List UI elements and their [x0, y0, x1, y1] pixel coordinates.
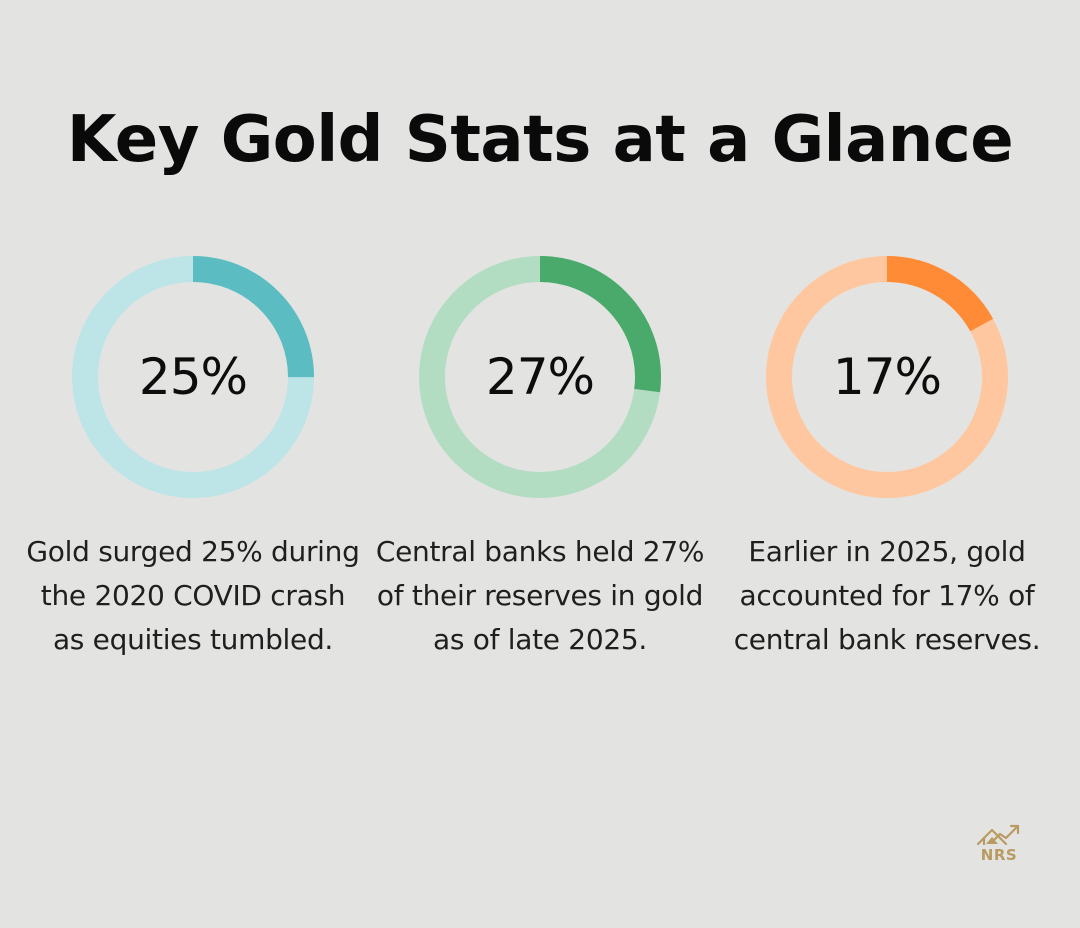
stat-value: 25% — [138, 348, 248, 406]
donut-arc — [766, 256, 1008, 498]
donut-svg-3 — [766, 256, 1008, 498]
donut-chart-2: 27% — [415, 252, 665, 502]
stat-value: 27% — [485, 348, 595, 406]
donut-chart-3: 17% — [762, 252, 1012, 502]
donut-arc — [419, 256, 661, 498]
brand-logo: NRS — [970, 822, 1028, 868]
stat-description: Earlier in 2025, gold accounted for 17% … — [733, 535, 1041, 656]
stat-card-3: 17% Earlier in 2025, gold accounted for … — [717, 252, 1057, 662]
donut-svg-1 — [72, 256, 314, 498]
donut-svg-2 — [419, 256, 661, 498]
house-chart-icon — [976, 824, 1020, 846]
logo-text: NRS — [980, 846, 1018, 864]
stat-value: 17% — [832, 348, 942, 406]
donut-chart-1: 25% — [68, 252, 318, 502]
stat-description: Central banks held 27% of their reserves… — [375, 535, 705, 656]
stat-card-1: 25% Gold surged 25% during the 2020 COVI… — [23, 252, 363, 662]
donut-arc — [72, 256, 314, 498]
page-title: Key Gold Stats at a Glance — [66, 103, 1014, 177]
stat-card-2: 27% Central banks held 27% of their rese… — [370, 252, 710, 662]
stat-description: Gold surged 25% during the 2020 COVID cr… — [26, 535, 360, 656]
